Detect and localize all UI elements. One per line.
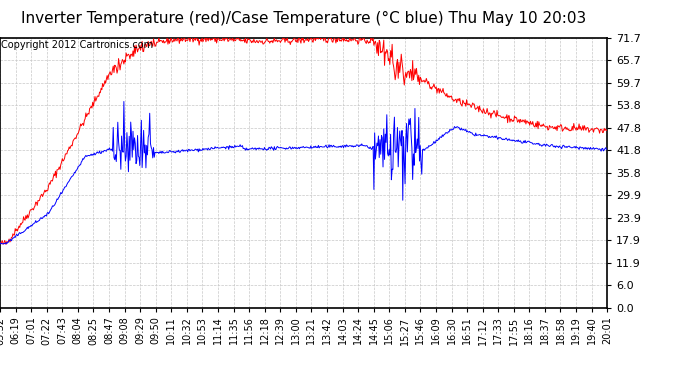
Text: Inverter Temperature (red)/Case Temperature (°C blue) Thu May 10 20:03: Inverter Temperature (red)/Case Temperat…	[21, 11, 586, 26]
Text: Copyright 2012 Cartronics.com: Copyright 2012 Cartronics.com	[1, 40, 153, 50]
